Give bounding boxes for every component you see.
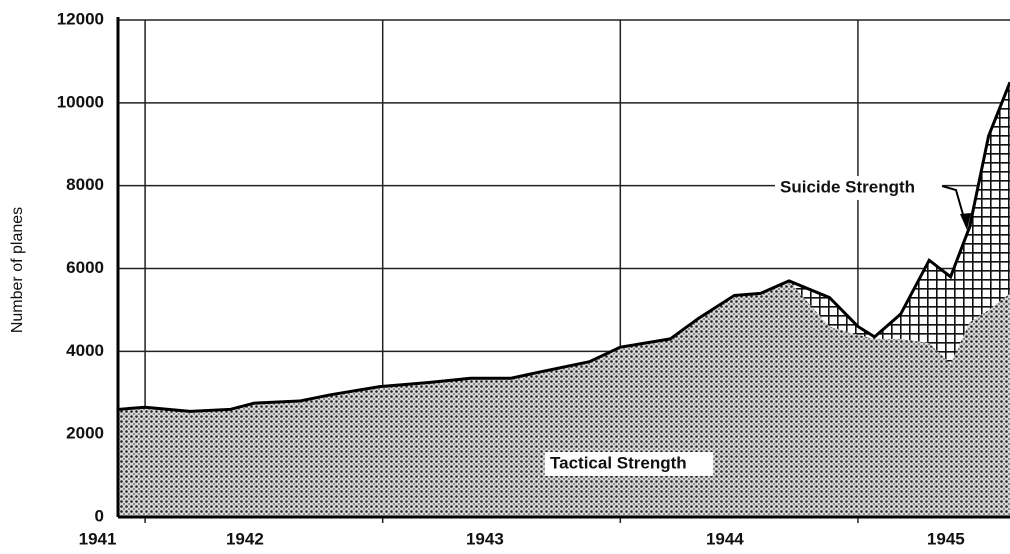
annotation: Suicide Strength [780, 177, 915, 196]
x-tick-label: 1944 [706, 529, 744, 548]
y-tick-label: 6000 [66, 258, 104, 277]
x-tick-label: 1941 [79, 529, 117, 548]
annotation-arrow [941, 185, 967, 226]
plot: 0 2000 4000 6000 8000 10000 12000 1941 1942 1943 1… [57, 9, 1010, 548]
label-bg [775, 176, 943, 200]
y-tick-label: 4000 [66, 341, 104, 360]
y-tick-label: 0 [95, 506, 104, 525]
label-bg [545, 452, 713, 476]
area-dots [118, 280, 1010, 517]
x-tick-label: 1942 [226, 529, 264, 548]
total-outline [118, 81, 1010, 413]
y-tick-label: 8000 [66, 175, 104, 194]
arrow-head [960, 213, 971, 230]
annotation: Tactical Strength [550, 453, 687, 472]
y-tick-label: 10000 [57, 92, 104, 111]
x-tick-label: 1945 [927, 529, 965, 548]
y-tick-label: 12000 [57, 9, 104, 28]
x-tick-label: 1943 [466, 529, 504, 548]
y-tick-label: 2000 [66, 424, 104, 443]
y-axis-label: Number of planes [9, 207, 26, 333]
